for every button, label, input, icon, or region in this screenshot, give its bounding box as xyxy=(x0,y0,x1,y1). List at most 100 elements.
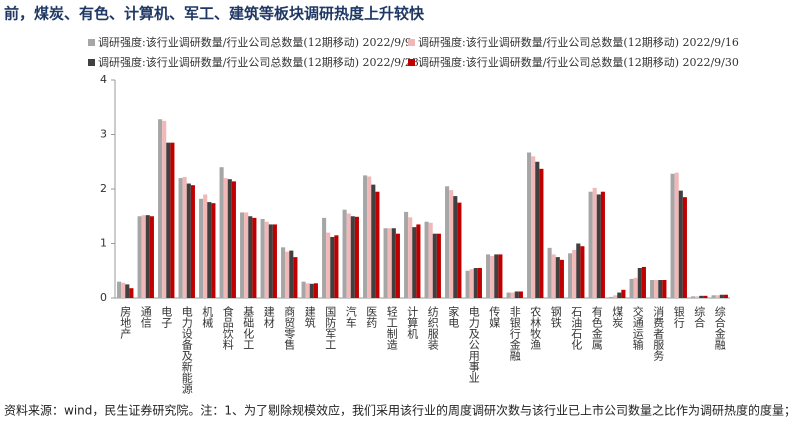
bar xyxy=(231,181,236,298)
bar xyxy=(723,294,728,298)
bar xyxy=(281,247,286,298)
bar xyxy=(244,212,249,298)
x-tick-label: 电力设备及新能源 xyxy=(180,306,193,395)
bar xyxy=(703,295,708,298)
bar xyxy=(383,228,388,298)
bar xyxy=(260,218,265,298)
bar xyxy=(141,215,146,298)
bar xyxy=(289,250,294,298)
bar xyxy=(375,191,380,298)
x-tick-label: 银行 xyxy=(672,305,685,329)
bar xyxy=(547,247,552,298)
bar xyxy=(342,209,347,298)
bar xyxy=(637,268,642,298)
bar xyxy=(436,233,441,298)
x-tick-label: 纺织服装 xyxy=(426,305,439,351)
bar xyxy=(494,254,499,298)
footnote: 资料来源：wind，民生证券研究院。注：1、为了剔除规模效应，我们采用该行业的周… xyxy=(4,403,796,418)
x-tick-label: 电力及公用事业 xyxy=(467,306,480,383)
bar xyxy=(453,196,458,298)
bar xyxy=(199,198,204,298)
bar xyxy=(424,221,429,298)
bar xyxy=(674,172,679,298)
bar xyxy=(535,161,540,298)
bar xyxy=(559,259,564,298)
bar xyxy=(641,266,646,298)
bar xyxy=(371,184,376,298)
bar xyxy=(408,217,413,298)
bar xyxy=(117,281,122,298)
bar xyxy=(252,217,257,298)
x-tick-label: 非银行金融 xyxy=(508,306,521,362)
x-tick-label: 汽车 xyxy=(344,305,357,329)
bar xyxy=(506,292,511,298)
bar xyxy=(158,119,163,299)
bar xyxy=(322,217,327,298)
bar xyxy=(293,257,298,298)
bar xyxy=(391,228,396,298)
bar xyxy=(576,243,581,298)
y-tick-label: 1 xyxy=(100,237,107,250)
x-tick-label: 传媒 xyxy=(488,306,501,329)
legend-label: 调研强度:该行业调研数量/行业公司总数量(12期移动) 2022/9/9 xyxy=(98,35,412,49)
bar xyxy=(539,168,544,298)
legend-label: 调研强度:该行业调研数量/行业公司总数量(12期移动) 2022/9/23 xyxy=(98,55,419,69)
x-tick-label: 通信 xyxy=(139,306,152,329)
x-tick-label: 农林牧渔 xyxy=(529,305,542,351)
bar xyxy=(715,295,720,298)
bar xyxy=(432,233,437,298)
bar xyxy=(240,212,245,298)
bar xyxy=(445,186,450,298)
bar xyxy=(662,280,667,298)
bar xyxy=(527,152,532,298)
bar xyxy=(654,280,659,298)
x-tick-label: 交通运输 xyxy=(631,305,644,351)
y-tick-label: 3 xyxy=(100,128,107,141)
bar xyxy=(387,228,392,298)
x-tick-label: 电子 xyxy=(160,306,173,328)
bar xyxy=(285,251,290,298)
x-tick-label: 消费者服务 xyxy=(652,305,665,361)
bar xyxy=(469,269,474,298)
legend-label: 调研强度:该行业调研数量/行业公司总数量(12期移动) 2022/9/30 xyxy=(418,55,739,69)
bar xyxy=(711,295,716,298)
bar xyxy=(404,211,409,298)
x-tick-label: 建材 xyxy=(262,305,275,328)
y-tick-label: 4 xyxy=(100,73,107,86)
bar xyxy=(486,254,491,298)
bar xyxy=(203,194,208,298)
bar xyxy=(129,288,134,298)
bar xyxy=(596,194,601,298)
bar xyxy=(580,246,585,298)
bar xyxy=(572,250,577,298)
x-tick-label: 综合 xyxy=(693,305,706,328)
bar xyxy=(162,120,167,298)
bar xyxy=(531,156,536,298)
bar xyxy=(227,179,232,298)
bar xyxy=(617,292,622,298)
bar xyxy=(367,176,372,298)
bar xyxy=(633,277,638,298)
x-tick-label: 食品饮料 xyxy=(221,305,234,351)
bar xyxy=(428,222,433,298)
bar xyxy=(588,191,593,298)
bar xyxy=(186,183,191,298)
bar xyxy=(691,296,696,298)
x-tick-label: 商贸零售 xyxy=(283,305,296,351)
bar xyxy=(137,216,142,298)
bar xyxy=(551,254,556,298)
legend-swatch xyxy=(88,39,95,46)
bar xyxy=(178,178,183,298)
bar xyxy=(363,175,368,298)
bar xyxy=(510,292,515,298)
bar xyxy=(670,173,675,298)
bar xyxy=(609,296,614,298)
bar xyxy=(473,268,478,298)
bar xyxy=(650,280,655,298)
bar xyxy=(326,232,331,298)
bar xyxy=(555,257,560,298)
bar xyxy=(695,296,700,298)
bar xyxy=(121,282,126,298)
x-tick-label: 计算机 xyxy=(406,306,419,339)
